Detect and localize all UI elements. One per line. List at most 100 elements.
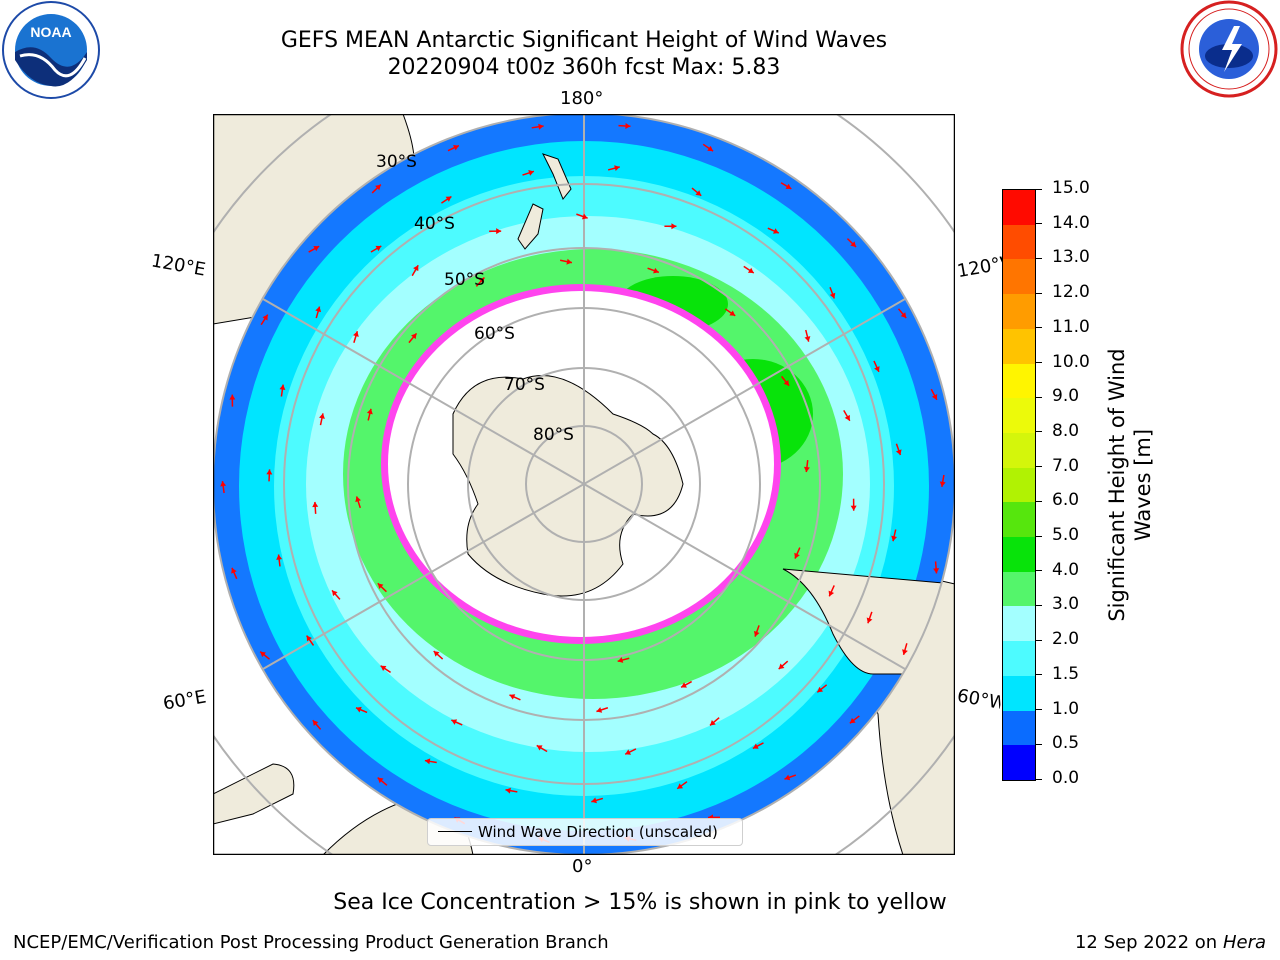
noaa-logo: NOAA bbox=[2, 1, 100, 99]
colorbar bbox=[1002, 189, 1036, 781]
meridian-label-60w: 60°W bbox=[955, 685, 1003, 714]
wind-arrow-head bbox=[773, 228, 779, 234]
colorbar-tick-mark bbox=[1035, 709, 1042, 711]
meridian-label-120e: 120°E bbox=[149, 250, 208, 281]
wind-arrow-head bbox=[850, 241, 857, 248]
footer-right: 12 Sep 2022 on Hera bbox=[1075, 932, 1266, 953]
footer-date: 12 Sep 2022 on bbox=[1074, 932, 1218, 953]
colorbar-tick-label: 12.0 bbox=[1052, 282, 1090, 303]
wind-arrow-head bbox=[614, 165, 620, 172]
wind-arrow-head bbox=[933, 568, 940, 574]
footer-left: NCEP/EMC/Verification Post Processing Pr… bbox=[13, 932, 609, 953]
colorbar-tick-mark bbox=[1035, 570, 1042, 572]
wind-arrow-head bbox=[681, 682, 687, 688]
graticule bbox=[213, 114, 955, 855]
colorbar-segment bbox=[1003, 328, 1035, 364]
colorbar-segment bbox=[1003, 571, 1035, 607]
colorbar-tick-label: 7.0 bbox=[1052, 455, 1080, 476]
colorbar-tick-mark bbox=[1035, 604, 1042, 606]
wind-arrow-head bbox=[496, 228, 502, 235]
wind-arrow-head bbox=[266, 469, 273, 475]
colorbar-tick-mark bbox=[1035, 362, 1042, 364]
wind-arrow-head bbox=[677, 783, 684, 789]
wind-arrow-head bbox=[413, 265, 419, 272]
colorbar-tick-label: 0.5 bbox=[1052, 733, 1080, 754]
wind-arrow-head bbox=[411, 333, 417, 340]
wind-arrow-head bbox=[366, 408, 373, 415]
wind-arrow-head bbox=[220, 481, 227, 487]
wind-arrow-head bbox=[377, 583, 384, 589]
colorbar-tick-mark bbox=[1035, 743, 1042, 745]
wind-arrow-head bbox=[375, 184, 381, 191]
wind-arrow-head bbox=[260, 651, 266, 658]
wind-arrow-head bbox=[785, 183, 792, 189]
wind-arrow-head bbox=[315, 306, 322, 313]
colorbar-segment bbox=[1003, 675, 1035, 711]
colorbar-segment bbox=[1003, 398, 1035, 433]
wind-arrow-head bbox=[804, 336, 811, 342]
wind-arrow-head bbox=[829, 292, 836, 299]
wind-arrow-head bbox=[375, 245, 382, 252]
polar-map bbox=[213, 114, 955, 855]
colorbar-segment bbox=[1003, 606, 1035, 642]
wind-arrow-head bbox=[528, 170, 534, 176]
wind-arrow-head bbox=[356, 706, 362, 713]
wind-arrow-head bbox=[794, 552, 800, 559]
wind-arrow-head bbox=[505, 787, 511, 794]
colorbar-segment bbox=[1003, 259, 1035, 295]
colorbar-segment bbox=[1003, 224, 1035, 260]
colorbar-segment bbox=[1003, 467, 1035, 503]
wind-arrow-head bbox=[784, 774, 791, 781]
colorbar-tick-label: 14.0 bbox=[1052, 212, 1090, 233]
colorbar-tick-mark bbox=[1035, 431, 1042, 433]
colorbar-tick-mark bbox=[1035, 778, 1042, 780]
colorbar-tick-label: 0.0 bbox=[1052, 768, 1080, 788]
colorbar-segment bbox=[1003, 363, 1035, 399]
wind-arrows bbox=[220, 122, 946, 844]
wind-arrow-head bbox=[591, 797, 597, 804]
wind-arrow-head bbox=[729, 310, 736, 316]
wind-arrow-head bbox=[653, 267, 659, 274]
wind-arrow-head bbox=[902, 649, 908, 655]
wind-arrow-head bbox=[353, 331, 359, 337]
wind-arrow-head bbox=[828, 590, 835, 597]
wind-arrow-head bbox=[895, 449, 902, 456]
colorbar-tick-label: 11.0 bbox=[1052, 316, 1090, 337]
wind-arrow-head bbox=[231, 567, 237, 574]
colorbar-tick-label: 15.0 bbox=[1052, 178, 1090, 198]
colorbar-segment bbox=[1003, 537, 1035, 572]
wind-arrow-head bbox=[617, 657, 624, 663]
wind-arrow-head bbox=[312, 501, 319, 508]
wind-arrow-head bbox=[312, 720, 319, 726]
colorbar-segment bbox=[1003, 710, 1035, 746]
wind-arrow-head bbox=[671, 223, 677, 230]
wind-arrow-head bbox=[803, 466, 810, 473]
colorbar-tick-label: 13.0 bbox=[1052, 247, 1090, 268]
colorbar-tick-mark bbox=[1035, 327, 1042, 329]
colorbar-segment bbox=[1003, 745, 1035, 780]
wind-arrow-head bbox=[900, 312, 907, 319]
wind-arrow-head bbox=[783, 379, 790, 386]
wind-arrow-head bbox=[709, 719, 716, 726]
wind-arrow-head bbox=[752, 743, 759, 749]
wind-arrow-head bbox=[844, 414, 850, 421]
wind-arrow-head bbox=[509, 694, 516, 700]
legend-line-sample bbox=[438, 831, 472, 832]
colorbar-tick-label: 6.0 bbox=[1052, 490, 1080, 511]
wind-arrow-head bbox=[377, 777, 384, 784]
latitude-label-30s: 30°S bbox=[376, 152, 417, 172]
wind-arrow-head bbox=[313, 246, 320, 252]
wind-arrow-head bbox=[276, 554, 283, 560]
wind-arrow-head bbox=[538, 123, 544, 130]
colorbar-tick-mark bbox=[1035, 188, 1042, 190]
latitude-label-70s: 70°S bbox=[504, 375, 545, 395]
colorbar-label: Significant Height of Wind Waves [m] bbox=[1105, 348, 1155, 622]
wind-arrow-head bbox=[849, 717, 856, 724]
legend-label: Wind Wave Direction (unscaled) bbox=[478, 823, 718, 841]
colorbar-tick-mark bbox=[1035, 257, 1042, 259]
wind-arrow-head bbox=[596, 707, 603, 713]
map-frame bbox=[213, 114, 955, 855]
colorbar-tick-mark bbox=[1035, 223, 1042, 225]
colorbar-segment bbox=[1003, 641, 1035, 676]
latitude-label-50s: 50°S bbox=[444, 270, 485, 290]
